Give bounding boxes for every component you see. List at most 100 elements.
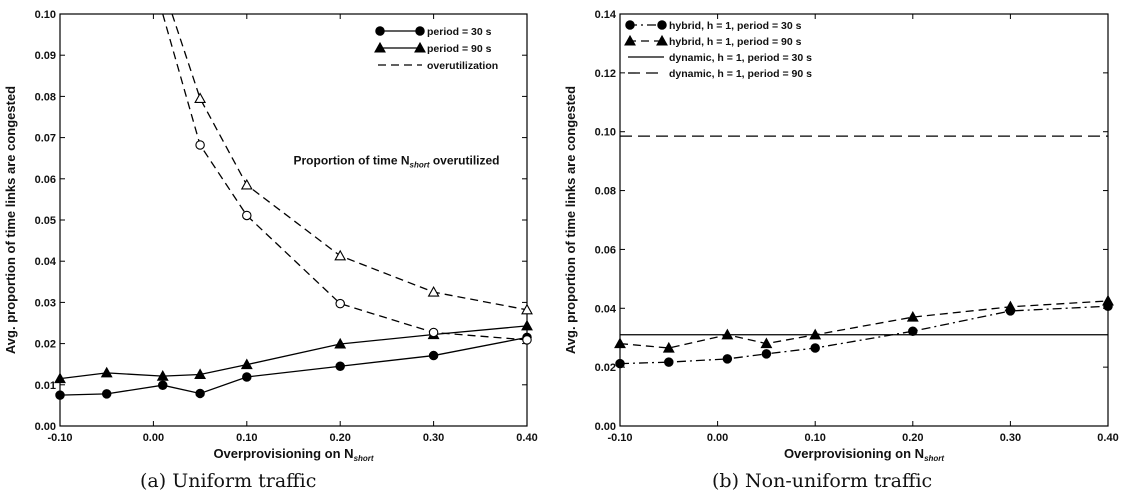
data-point <box>428 350 439 361</box>
data-point <box>614 337 626 349</box>
y-tick-label: 0.03 <box>35 297 56 309</box>
series-line-0 <box>60 336 527 396</box>
data-point <box>194 368 207 380</box>
panel-caption: (a) Uniform traffic <box>140 470 316 492</box>
chart-panel-a: -0.10 0.00 0.10 0.20 0.30 0.400.000.010.020.0… <box>3 9 538 492</box>
x-axis-label-sub: short <box>924 454 944 463</box>
y-axis-label: Avg. proportion of time links are conges… <box>3 86 18 354</box>
x-tick-label: 0.30 <box>1000 432 1021 444</box>
plot-frame <box>59 13 528 427</box>
data-point <box>761 349 772 359</box>
data-point <box>721 328 734 340</box>
legend-marker <box>657 20 667 30</box>
data-point <box>101 389 112 399</box>
x-axis-label-main: Overprovisioning on N <box>213 446 353 461</box>
y-tick-label: 0.00 <box>35 421 56 433</box>
chart-panel-b: -0.10 0.00 0.10 0.20 0.30 0.400.000.020.040.0… <box>563 9 1119 492</box>
data-point <box>810 343 820 353</box>
data-point <box>664 357 674 367</box>
data-point <box>521 319 533 331</box>
data-point <box>615 358 625 369</box>
data-point <box>335 298 345 309</box>
data-point <box>1102 294 1114 306</box>
data-point <box>427 285 440 297</box>
y-tick-label: 0.06 <box>35 174 56 186</box>
panel-caption: (b) Non-uniform traffic <box>712 470 932 492</box>
legend-marker <box>375 26 385 36</box>
y-tick-label: 0.05 <box>35 215 56 227</box>
legend-marker <box>656 34 668 46</box>
legend-label: hybrid, h = 1, period = 30 s <box>669 20 802 32</box>
series-lines <box>60 14 527 396</box>
legend-label: overutilization <box>427 60 498 72</box>
y-tick-label: 0.04 <box>595 303 617 315</box>
data-point <box>156 370 169 381</box>
data-point <box>55 390 65 400</box>
series-line-1 <box>60 325 527 380</box>
legend-marker <box>415 26 425 36</box>
legend-marker <box>625 20 635 30</box>
y-tick-label: 0.14 <box>595 9 617 21</box>
x-axis-label: Overprovisioning on Nshort <box>213 446 373 463</box>
annotation-text: Proportion of time Nshort overutilized <box>294 153 500 169</box>
series-lines <box>620 135 1108 365</box>
y-tick-label: 0.01 <box>35 380 56 392</box>
x-tick-label: 0.40 <box>1097 432 1118 444</box>
series-line-2 <box>162 14 527 341</box>
annotation-text-sub: short <box>410 160 430 169</box>
legend-marker <box>374 41 386 53</box>
legend-marker <box>414 41 426 53</box>
y-axis-label: Avg. proportion of time links are conges… <box>563 86 578 354</box>
series-line-0 <box>620 305 1108 365</box>
y-tick-label: 0.00 <box>595 421 616 433</box>
y-tick-label: 0.10 <box>35 9 56 21</box>
x-tick-label: 0.30 <box>423 432 444 444</box>
y-tick-label: 0.08 <box>595 186 616 198</box>
data-point <box>240 358 253 370</box>
data-point <box>242 372 252 382</box>
data-point <box>335 361 345 372</box>
data-point <box>809 328 822 340</box>
x-tick-label: -0.10 <box>47 432 72 444</box>
annotation-text-main: Proportion of time N <box>294 153 410 167</box>
y-tick-label: 0.02 <box>35 339 56 351</box>
data-point <box>521 303 533 315</box>
data-point <box>662 341 675 353</box>
legend-marker <box>624 34 636 46</box>
legend-label: period = 30 s <box>427 26 492 38</box>
legend-label: hybrid, h = 1, period = 90 s <box>669 36 802 48</box>
x-axis-label-main: Overprovisioning on N <box>784 446 924 461</box>
x-tick-label: 0.40 <box>516 432 537 444</box>
series-line-3 <box>171 14 527 311</box>
legend-label: dynamic, h = 1, period = 30 s <box>669 52 812 64</box>
data-point <box>428 327 439 338</box>
data-point <box>240 178 253 190</box>
legend-label: dynamic, h = 1, period = 90 s <box>669 68 812 80</box>
data-point <box>334 337 347 349</box>
y-tick-label: 0.09 <box>35 50 56 62</box>
y-tick-label: 0.02 <box>595 362 616 374</box>
x-tick-label: 0.10 <box>804 432 825 444</box>
data-point <box>157 380 168 390</box>
y-tick-label: 0.07 <box>35 133 56 145</box>
data-point <box>194 92 207 104</box>
data-point <box>195 140 205 150</box>
data-point <box>522 335 532 345</box>
y-tick-label: 0.08 <box>35 91 56 103</box>
x-tick-label: -0.10 <box>607 432 632 444</box>
y-tick-label: 0.10 <box>595 127 616 139</box>
data-point <box>908 326 918 336</box>
x-tick-label: 0.00 <box>143 432 164 444</box>
data-point <box>760 337 773 349</box>
annotation-text-tail: overutilized <box>430 153 500 167</box>
y-tick-label: 0.06 <box>595 244 616 256</box>
x-axis-label: Overprovisioning on Nshort <box>784 446 944 463</box>
series-line-1 <box>620 300 1108 349</box>
legend-label: period = 90 s <box>427 43 492 55</box>
data-point <box>334 249 347 261</box>
x-tick-label: 0.00 <box>707 432 728 444</box>
data-point <box>100 366 113 378</box>
data-point <box>906 310 919 322</box>
y-tick-label: 0.12 <box>595 68 616 80</box>
